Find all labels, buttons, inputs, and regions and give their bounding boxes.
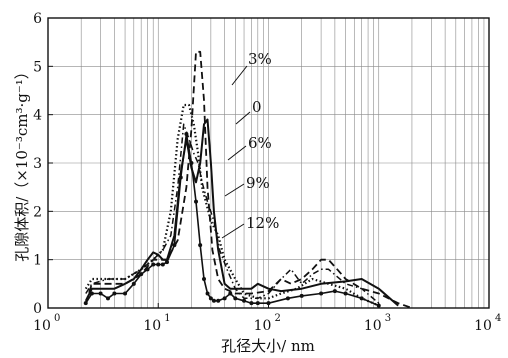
- series-marker-12pct: [112, 291, 117, 296]
- y-tick-label: 1: [33, 253, 42, 269]
- series-marker-12pct: [160, 262, 165, 267]
- series-marker-12pct: [151, 262, 156, 267]
- x-tick-exponent: 0: [54, 313, 60, 324]
- series-label-6pct: 6%: [248, 134, 272, 152]
- x-tick-exponent: 4: [495, 313, 501, 324]
- series-marker-12pct: [172, 243, 177, 248]
- series-marker-12pct: [98, 291, 103, 296]
- series-marker-12pct: [131, 281, 136, 286]
- series-lines: [83, 50, 413, 309]
- grid: [48, 18, 489, 308]
- series-labels: 3% 0 6% 9% 12%: [221, 50, 279, 239]
- series-marker-12pct: [178, 175, 183, 180]
- series-label-leader-6pct: [227, 145, 247, 161]
- y-tick-label: 4: [33, 108, 42, 124]
- series-marker-12pct: [228, 291, 233, 296]
- x-tick-label: 10: [474, 318, 492, 334]
- series-label-leader-0: [235, 111, 251, 125]
- series-line-6pct: [84, 103, 380, 307]
- series-line-0: [84, 118, 399, 307]
- series-line-3pct: [84, 50, 413, 309]
- y-axis-title: 孔隙体积/（×10⁻³cm³·g⁻¹）: [13, 64, 31, 262]
- series-marker-12pct: [83, 301, 88, 306]
- series-marker-12pct: [208, 296, 213, 301]
- series-marker-12pct: [242, 298, 247, 303]
- series-line-12pct: [85, 133, 380, 307]
- y-tick-label: 2: [33, 204, 42, 220]
- series-marker-12pct: [194, 199, 199, 204]
- series-marker-12pct: [184, 132, 189, 136]
- series-marker-12pct: [156, 262, 161, 267]
- series-marker-12pct: [319, 291, 324, 296]
- x-tick-label: 10: [143, 318, 161, 334]
- series-marker-12pct: [105, 296, 110, 301]
- series-label-leader-12pct: [221, 223, 245, 239]
- series-marker-12pct: [202, 277, 207, 281]
- y-tick-label: 3: [33, 156, 42, 172]
- y-tick-label: 5: [33, 59, 42, 75]
- series-marker-12pct: [359, 296, 364, 301]
- series-marker-12pct: [233, 296, 238, 301]
- series-label-leader-3pct: [231, 65, 248, 86]
- series-label-leader-9pct: [224, 183, 245, 197]
- series-label-12pct: 12%: [246, 214, 279, 232]
- series-label-0: 0: [252, 98, 262, 116]
- series-marker-12pct: [255, 301, 260, 306]
- series-marker-12pct: [164, 260, 169, 265]
- series-label-9pct: 9%: [246, 174, 270, 192]
- series-marker-12pct: [211, 298, 216, 303]
- y-tick-labels: 0 1 2 3 4 5 6: [33, 11, 53, 317]
- series-marker-12pct: [299, 293, 304, 298]
- x-tick-exponent: 1: [164, 313, 170, 324]
- y-tick-label: 0: [33, 301, 42, 317]
- series-marker-12pct: [189, 161, 194, 165]
- series-marker-12pct: [89, 291, 94, 296]
- x-tick-label: 10: [364, 318, 382, 334]
- x-tick-label: 10: [254, 318, 272, 334]
- series-marker-12pct: [285, 296, 290, 301]
- x-axis-title: 孔径大小/ nm: [221, 337, 315, 355]
- series-marker-12pct: [139, 272, 144, 277]
- x-tick-labels: 10 0 10 1 10 2 10 3 10 4: [33, 303, 501, 334]
- series-marker-12pct: [343, 291, 348, 296]
- series-marker-12pct: [222, 296, 227, 301]
- x-tick-exponent: 3: [385, 313, 391, 324]
- x-tick-exponent: 2: [275, 313, 281, 324]
- series-marker-12pct: [249, 301, 254, 306]
- series-marker-12pct: [205, 291, 210, 296]
- series-marker-12pct: [332, 289, 337, 294]
- series-marker-12pct: [216, 298, 221, 303]
- series-marker-12pct: [123, 291, 128, 296]
- x-tick-label: 10: [33, 318, 51, 334]
- series-label-3pct: 3%: [248, 50, 272, 68]
- series-marker-12pct: [145, 267, 150, 272]
- y-tick-label: 6: [33, 11, 42, 27]
- series-marker-12pct: [198, 243, 203, 248]
